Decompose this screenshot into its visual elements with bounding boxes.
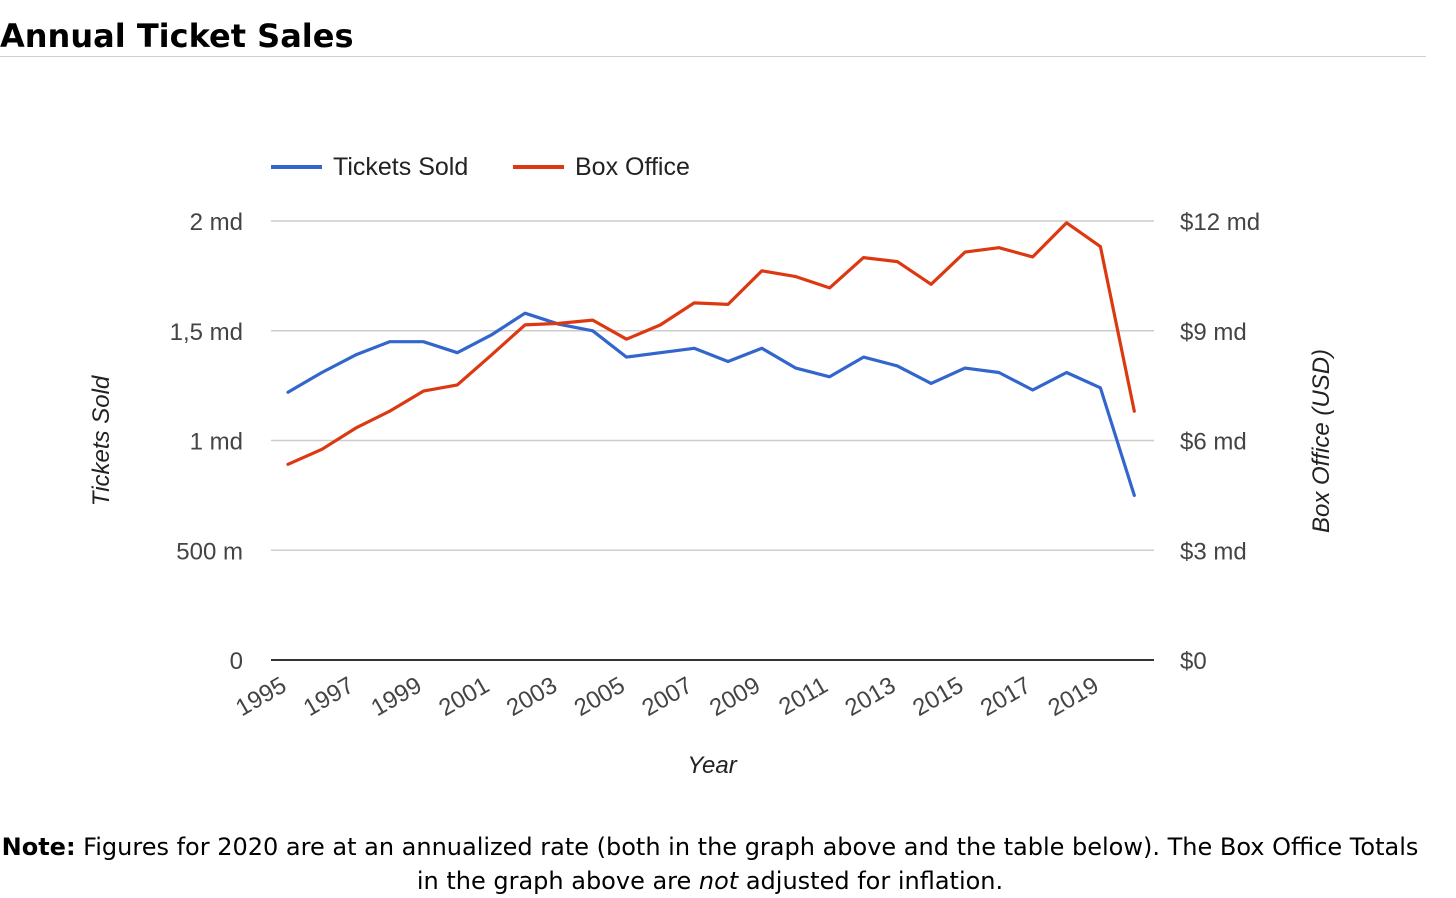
x-tick-label: 1997 xyxy=(299,672,359,722)
y-right-tick-label: $12 md xyxy=(1180,209,1260,236)
series-lines xyxy=(286,221,1136,497)
gridlines xyxy=(271,220,1154,551)
x-tick-label: 2003 xyxy=(502,672,562,722)
series-line-tickets-sold xyxy=(286,311,1136,497)
x-tick-label: 2001 xyxy=(434,672,494,722)
y-left-tick-label: 2 md xyxy=(190,209,243,236)
y-axis-left-title: Tickets Sold xyxy=(88,375,115,506)
page-title: Annual Ticket Sales xyxy=(0,17,354,55)
legend-item-tickets-sold[interactable]: Tickets Sold xyxy=(271,153,468,181)
x-tick-label: 2015 xyxy=(908,672,968,722)
y-left-tick-label: 500 m xyxy=(176,538,243,565)
legend-item-box-office[interactable]: Box Office xyxy=(513,153,690,181)
note-text-2: adjusted for inflation. xyxy=(738,867,1004,895)
x-tick-label: 2007 xyxy=(637,672,697,722)
line-chart: 0 500 m 1 md 1,5 md 2 md $0 $3 md $6 md $9 md $12… xyxy=(88,153,1335,779)
y-left-tick-label: 1,5 md xyxy=(170,319,243,346)
y-right-tick-label: $6 md xyxy=(1180,429,1247,456)
legend: Tickets Sold Box Office xyxy=(271,153,690,181)
x-tick-label: 2019 xyxy=(1044,672,1104,722)
footnote: Note: Figures for 2020 are at an annuali… xyxy=(0,830,1420,898)
axes: 0 500 m 1 md 1,5 md 2 md $0 $3 md $6 md $9 md $12… xyxy=(170,209,1260,722)
x-tick-label: 2009 xyxy=(705,672,765,722)
y-right-tick-label: $3 md xyxy=(1180,538,1247,565)
y-right-tick-label: $0 xyxy=(1180,648,1207,675)
legend-label-tickets-sold: Tickets Sold xyxy=(333,153,468,181)
y-axis-right-title: Box Office (USD) xyxy=(1308,349,1335,533)
x-tick-label: 1999 xyxy=(367,672,427,722)
x-tick-label: 2013 xyxy=(841,672,901,722)
x-axis-title: Year xyxy=(687,752,737,779)
title-divider xyxy=(0,56,1426,57)
y-right-tick-label: $9 md xyxy=(1180,319,1247,346)
x-tick-label: 1995 xyxy=(231,672,291,722)
x-tick-label: 2011 xyxy=(774,672,832,721)
series-line-box-office xyxy=(286,221,1136,466)
note-label: Note: xyxy=(1,833,76,861)
legend-label-box-office: Box Office xyxy=(575,153,690,181)
x-tick-label: 2005 xyxy=(570,672,630,722)
x-tick-label: 2017 xyxy=(976,672,1036,722)
y-left-tick-label: 1 md xyxy=(190,429,243,456)
y-left-tick-label: 0 xyxy=(230,648,243,675)
note-emphasis: not xyxy=(698,867,739,895)
